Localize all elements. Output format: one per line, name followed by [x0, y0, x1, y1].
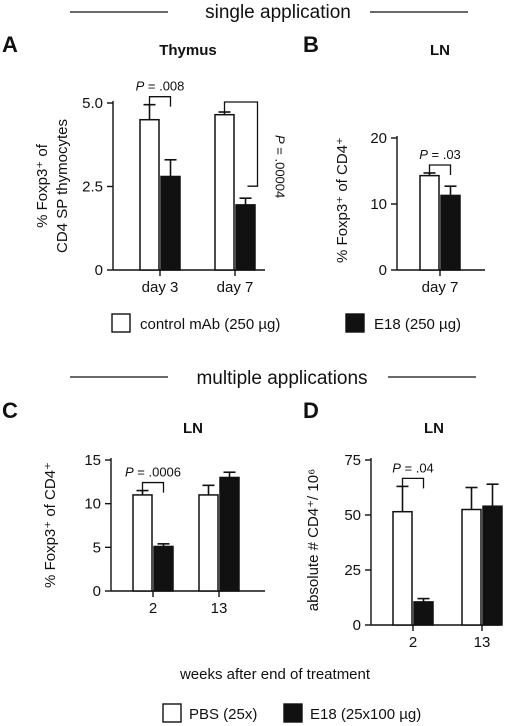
y-tick-label: 5.0 — [82, 95, 103, 112]
p-value-number: = .008 — [144, 79, 184, 94]
y-tick-label: 20 — [370, 130, 387, 147]
y-tick-label: 50 — [344, 507, 361, 524]
bar — [419, 174, 440, 271]
p-value-symbol: P — [392, 460, 401, 475]
y-tick-label: 0 — [379, 262, 387, 279]
bar — [153, 545, 174, 592]
legend-swatch-e18-multi — [283, 703, 303, 723]
y-tick-label: 2.5 — [82, 179, 103, 196]
panel-c-ln: C LN 0 5 10 15 % Foxp3⁺ of CD4⁺ 2 13 P = .0006 — [2, 398, 265, 617]
section-title-single: single application — [205, 2, 351, 23]
category-label: 13 — [211, 600, 228, 617]
y-tick-label: 10 — [84, 496, 101, 513]
category-label: 2 — [149, 600, 157, 617]
p-value-number: = .04 — [401, 460, 434, 475]
legend-multiple: PBS (25x) E18 (25x100 µg) — [162, 703, 421, 723]
panel-b-ln: B LN 0 10 20 % Foxp3⁺ of CD4⁺ day 7 P = .03 — [303, 32, 485, 296]
significance-bracket — [401, 477, 425, 489]
bar — [440, 194, 461, 271]
y-axis-label: CD4 SP thymocytes — [54, 119, 71, 253]
p-value-symbol: P — [419, 147, 428, 162]
category-label: day 7 — [217, 279, 254, 296]
y-tick-label: 0 — [353, 617, 361, 634]
bar — [214, 113, 235, 271]
legend-swatch-pbs — [162, 703, 182, 723]
y-tick-label: 75 — [344, 452, 361, 469]
bar — [413, 601, 434, 626]
panel-label: B — [303, 32, 319, 57]
p-value-symbol: P — [125, 465, 134, 480]
significance-bracket — [428, 164, 452, 175]
y-axis-label: % Foxp3⁺ of CD4⁺ — [42, 462, 59, 588]
panel-title: LN — [424, 420, 444, 437]
y-axis-label: % Foxp3⁺ of CD4⁺ — [334, 137, 351, 263]
legend-single: control mAb (250 µg) E18 (250 µg) — [111, 313, 461, 333]
p-value-symbol: P — [273, 135, 288, 144]
bar — [392, 510, 413, 626]
y-axis-label: % Foxp3⁺ of — [34, 143, 51, 228]
significance-bracket — [223, 101, 259, 187]
significance-bracket — [148, 96, 172, 107]
panel-title: Thymus — [159, 42, 217, 59]
significance-bracket — [141, 481, 165, 493]
panel-title: LN — [183, 420, 203, 437]
p-value-label: P = .03 — [419, 147, 461, 162]
p-value-label: P = .0006 — [125, 465, 181, 480]
panel-label: D — [303, 398, 319, 423]
y-tick-label: 0 — [95, 262, 103, 279]
bar — [160, 175, 181, 271]
y-tick-label: 25 — [344, 562, 361, 579]
panel-d-ln: D LN 0 25 50 75 absolute # CD4⁺/ 10⁶ 2 13 P = .04 — [303, 398, 503, 651]
legend-label-e18-multi: E18 (25x100 µg) — [310, 706, 421, 723]
bar — [139, 118, 160, 271]
legend-label-control: control mAb (250 µg) — [140, 316, 280, 333]
p-value-symbol: P — [136, 79, 145, 94]
legend-swatch-control — [111, 313, 131, 333]
section-title-multiple: multiple applications — [196, 368, 367, 389]
p-value-number: = .0006 — [134, 465, 181, 480]
panel-label: A — [2, 32, 18, 57]
p-value-label: P = .04 — [392, 460, 434, 475]
category-label: 13 — [474, 634, 491, 651]
y-tick-label: 0 — [93, 583, 101, 600]
category-label: day 7 — [422, 279, 459, 296]
y-tick-label: 10 — [370, 196, 387, 213]
legend-label-pbs: PBS (25x) — [189, 706, 257, 723]
category-label: day 3 — [142, 279, 179, 296]
bar — [235, 204, 256, 271]
bar — [132, 494, 153, 592]
p-value-label: P = .008 — [136, 79, 185, 94]
panel-title: LN — [430, 42, 450, 59]
y-axis-label: absolute # CD4⁺/ 10⁶ — [305, 469, 322, 612]
p-value-number: = .00004 — [273, 144, 288, 199]
legend-swatch-e18 — [345, 313, 365, 333]
y-tick-label: 5 — [93, 539, 101, 556]
bar — [482, 505, 503, 626]
legend-label-e18: E18 (250 µg) — [374, 316, 461, 333]
p-value-label: P = .00004 — [273, 135, 288, 198]
bar — [219, 476, 240, 592]
bar — [461, 508, 482, 626]
panel-label: C — [2, 398, 18, 423]
p-value-number: = .03 — [428, 147, 461, 162]
panel-a-thymus: A Thymus 0 2.5 5.0 % Foxp3⁺ of CD4 SP thymocyt… — [2, 32, 288, 296]
shared-x-axis-label: weeks after end of treatment — [179, 666, 371, 683]
y-tick-label: 15 — [84, 452, 101, 469]
category-label: 2 — [409, 634, 417, 651]
bar — [198, 494, 219, 592]
